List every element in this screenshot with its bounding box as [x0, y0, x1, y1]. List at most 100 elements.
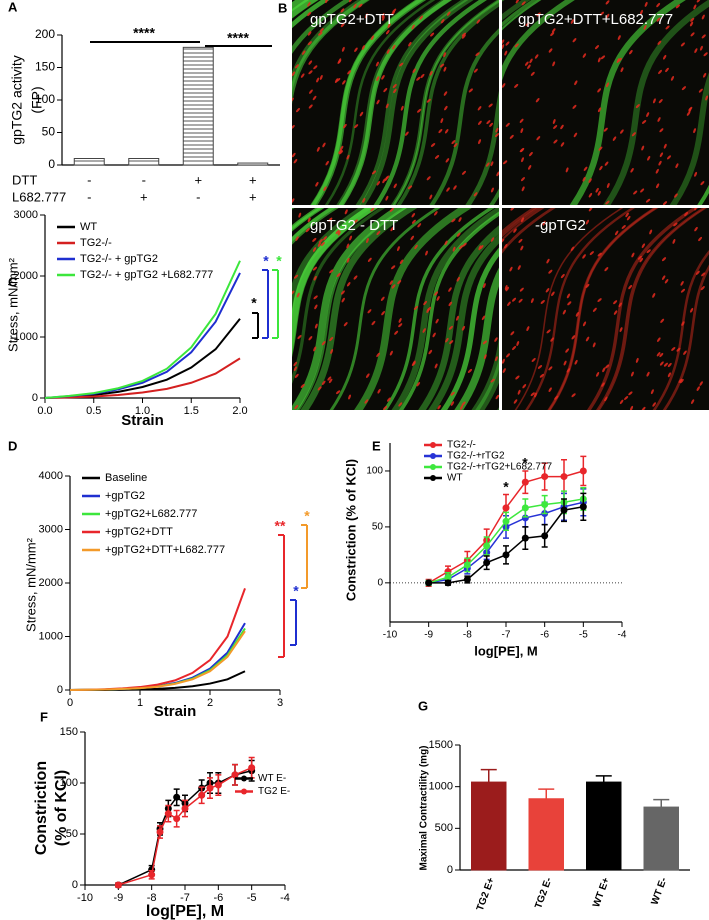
- legend-label: WT: [80, 221, 97, 233]
- micrograph-cell: [520, 147, 525, 153]
- data-point: [173, 815, 181, 823]
- y-tick-label: 150: [60, 726, 78, 738]
- micrograph-fiber: [440, 247, 499, 410]
- micrograph-cell: [657, 40, 662, 45]
- micrograph-fiber: [338, 0, 453, 205]
- bar: [586, 781, 622, 871]
- micrograph-cell: [506, 353, 510, 358]
- micrograph-cell: [325, 160, 329, 166]
- data-point: [521, 504, 529, 512]
- micrograph-cell: [414, 244, 418, 250]
- legend-label: TG2-/- + gpTG2: [80, 253, 158, 265]
- micrograph-cell: [410, 235, 414, 241]
- micrograph-cell: [571, 335, 576, 340]
- micrograph-cell: [690, 17, 695, 22]
- micrograph-cell: [383, 87, 388, 93]
- micrograph-cell: [502, 39, 505, 45]
- micrograph-cell: [621, 225, 626, 229]
- micrograph-cell: [502, 44, 505, 50]
- micrograph-cell: [679, 379, 684, 384]
- micrograph-cell: [313, 346, 317, 352]
- micrograph-cell: [542, 220, 546, 226]
- micrograph-fiber: [373, 0, 488, 205]
- micrograph-cell: [512, 345, 517, 351]
- micrograph-cell: [520, 128, 524, 134]
- micrograph-cell: [376, 76, 380, 81]
- micrograph-fiber: [292, 208, 408, 410]
- micrograph-fiber: [417, 225, 499, 410]
- micrograph-fiber: [292, 0, 369, 93]
- micrograph-fiber: [329, 208, 441, 410]
- micrograph-cell: [392, 83, 397, 89]
- micrograph-cell: [312, 237, 317, 242]
- micrograph-cell: [575, 311, 580, 317]
- y-tick-label: 0: [447, 864, 453, 876]
- micrograph-cell: [612, 136, 617, 141]
- legend-marker: [241, 788, 247, 795]
- micrograph-fiber: [353, 208, 473, 410]
- micrograph-cell: [539, 373, 544, 378]
- data-point: [521, 534, 529, 542]
- micrograph-cell: [489, 122, 493, 127]
- micrograph-cell: [595, 45, 599, 50]
- micrograph-cell: [294, 274, 299, 279]
- data-point: [541, 532, 549, 540]
- micrograph-cell: [664, 279, 669, 284]
- micrograph-cell: [617, 35, 621, 40]
- micrograph-cell: [353, 275, 358, 280]
- micrograph-cell: [316, 146, 320, 152]
- micrograph-cell: [390, 226, 395, 232]
- micrograph-fiber: [502, 0, 539, 28]
- micrograph-cell: [482, 283, 486, 289]
- micrograph-cell: [308, 104, 313, 109]
- micrograph-cell: [309, 89, 313, 94]
- x-tick-label: WT E+: [591, 876, 612, 909]
- data-point: [114, 881, 122, 889]
- micrograph-cell: [550, 32, 555, 37]
- micrograph-cell: [411, 213, 416, 218]
- legend-label: +gpTG2+DTT: [105, 526, 173, 538]
- micrograph-cell: [425, 250, 428, 256]
- y-tick-label: 1000: [14, 331, 38, 343]
- micrograph-cell: [341, 46, 345, 52]
- micrograph-cell: [458, 217, 462, 222]
- micrograph-cell: [658, 69, 662, 75]
- micrograph-cell: [323, 236, 327, 241]
- micrograph-cell: [671, 347, 676, 351]
- micrograph-cell: [443, 91, 448, 96]
- micrograph-fiber: [296, 208, 408, 410]
- micrograph-cell: [660, 318, 665, 323]
- data-point: [214, 781, 222, 789]
- micrograph-cell: [647, 155, 651, 161]
- micrograph-cell: [467, 369, 473, 373]
- micrograph-cell: [513, 228, 517, 233]
- micrograph-cell: [327, 376, 332, 381]
- micrograph-cell: [582, 321, 587, 327]
- micrograph-cell: [296, 292, 300, 298]
- micrograph-fiber: [390, 0, 499, 205]
- micrograph-cell: [292, 198, 295, 203]
- micrograph-cell: [694, 171, 698, 177]
- micrograph-cell: [316, 77, 320, 83]
- condition-mark: -: [196, 189, 200, 204]
- micrograph-fiber: [382, 208, 495, 410]
- y-axis-label: Stress, mN/mm²: [5, 257, 20, 352]
- condition-mark: +: [249, 189, 257, 204]
- micrograph-cell: [656, 17, 661, 22]
- micrograph-fiber: [359, 0, 474, 205]
- micrograph-cell: [574, 359, 578, 365]
- micrograph-cell: [364, 399, 369, 404]
- micrograph-cell: [358, 3, 363, 8]
- condition-mark: -: [142, 172, 146, 187]
- micrograph-cell: [302, 50, 306, 55]
- micrograph-cell: [364, 13, 368, 19]
- micrograph-fiber: [310, 0, 427, 205]
- y-tick-label: 200: [35, 27, 55, 41]
- micrograph-cell: [659, 152, 663, 158]
- micrograph-cell: [536, 12, 541, 17]
- micrograph-cell: [643, 24, 647, 30]
- micrograph-cell: [340, 22, 345, 28]
- x-tick-label: -4: [280, 892, 290, 904]
- micrograph-cell: [605, 13, 610, 19]
- micrograph-fiber: [300, 208, 418, 410]
